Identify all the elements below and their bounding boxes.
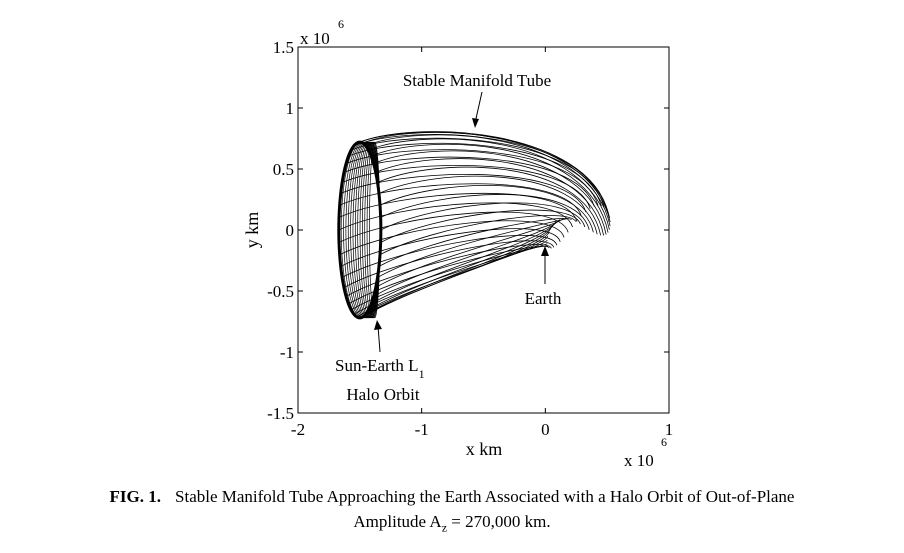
- annotation-stable-manifold-tube: Stable Manifold Tube: [403, 71, 551, 90]
- manifold-trajectory: [379, 185, 594, 233]
- manifold-trajectory: [365, 227, 552, 315]
- caption-text-2a: Amplitude A: [353, 512, 442, 531]
- manifold-trajectory: [343, 156, 595, 207]
- manifold-trajectory: [338, 202, 573, 231]
- x-exponent-label: x 10: [624, 451, 654, 470]
- y-tick-label: 0.5: [273, 160, 294, 179]
- manifold-inner-loop: [350, 141, 381, 319]
- x-axis-label: x km: [466, 439, 503, 459]
- figure-caption: FIG. 1. Stable Manifold Tube Approaching …: [0, 484, 904, 540]
- manifold-trajectory: [365, 134, 611, 227]
- manifold-trajectory: [375, 218, 564, 288]
- x-tick-labels: -2 -1 0 1: [291, 420, 673, 439]
- y-tick-label: 1.5: [273, 38, 294, 57]
- caption-line-1: FIG. 1. Stable Manifold Tube Approaching …: [0, 484, 904, 509]
- caption-subscript: z: [441, 520, 448, 535]
- halo-orbit: [337, 140, 383, 320]
- y-axis-label: y km: [242, 212, 262, 249]
- manifold-inner-loop: [347, 141, 381, 319]
- manifold-trajectory: [378, 218, 572, 267]
- y-tick-label: -1: [280, 343, 294, 362]
- manifold-inner-loop: [364, 141, 381, 319]
- y-tick-label: -0.5: [267, 282, 294, 301]
- manifold-trajectory: [362, 132, 611, 223]
- manifold-inner-loop: [359, 141, 381, 319]
- manifold-curves: [337, 131, 611, 320]
- x-tick-label: 0: [541, 420, 550, 439]
- chart: -2 -1 0 1 -1.5-1-0.500.511.5 x 10 6 x 10 6 …: [242, 17, 673, 470]
- manifold-trajectory: [338, 192, 578, 222]
- manifold-trajectory: [370, 221, 557, 305]
- manifold-trajectory: [362, 231, 550, 318]
- caption-line-2: Amplitude Az = 270,000 km.: [0, 509, 904, 540]
- manifold-trajectory: [380, 209, 581, 243]
- manifold-trajectory: [373, 150, 607, 235]
- y-tick-labels: -1.5 -1 -0.5 0 0.5 1 1.5: [267, 38, 294, 423]
- y-tick-label: 1: [286, 99, 295, 118]
- annotation-earth: Earth: [525, 289, 562, 308]
- arrow-halo-orbit: [374, 320, 382, 353]
- arrow-earth: [541, 246, 549, 284]
- x-tick-label: 1: [665, 420, 674, 439]
- annotation-halo-orbit-main: Sun-Earth L: [335, 356, 419, 375]
- manifold-trajectory: [353, 134, 608, 211]
- manifold-trajectory: [341, 165, 591, 209]
- annotation-halo-orbit-title: Sun-Earth L1: [335, 356, 425, 381]
- manifold-inner-loop: [362, 141, 381, 319]
- manifold-inner-loop: [352, 141, 381, 319]
- caption-label: FIG. 1.: [109, 487, 162, 506]
- arrow-stable-manifold: [472, 91, 483, 128]
- manifold-trajectory: [339, 183, 582, 217]
- manifold-trajectory: [339, 220, 565, 256]
- caption-text-2b: = 270,000 km.: [447, 512, 551, 531]
- y-tick-label: -1.5: [267, 404, 294, 423]
- manifold-inner-loop: [354, 141, 381, 319]
- manifold-trajectory: [350, 137, 605, 208]
- manifold-inner-loop: [369, 141, 381, 319]
- manifold-trajectory: [380, 202, 586, 231]
- manifold-inner-loop: [366, 141, 381, 319]
- manifold-trajectory: [368, 224, 554, 311]
- manifold-trajectory: [377, 166, 602, 236]
- caption-text-1: Stable Manifold Tube Approaching the Ear…: [175, 487, 795, 506]
- manifold-trajectory: [377, 218, 568, 278]
- manifold-trajectory: [375, 158, 605, 236]
- x-tick-label: -1: [415, 420, 429, 439]
- manifold-trajectory: [373, 219, 560, 297]
- manifold-inner-loop: [357, 141, 381, 319]
- annotation-halo-orbit-subscript: 1: [419, 367, 425, 381]
- manifold-trajectory: [340, 228, 561, 267]
- x-tick-label: -2: [291, 420, 305, 439]
- annotation-halo-orbit-line2: Halo Orbit: [346, 385, 419, 404]
- y-tick-label: 0: [286, 221, 295, 240]
- manifold-trajectory: [338, 211, 569, 243]
- y-exponent-power: 6: [338, 17, 344, 31]
- y-exponent-label: x 10: [300, 29, 330, 48]
- x-exponent-power: 6: [661, 435, 667, 449]
- manifold-trajectory: [380, 194, 590, 230]
- manifold-trajectory: [371, 143, 609, 233]
- manifold-trajectory: [379, 215, 577, 256]
- axis-ticks: [297, 46, 670, 414]
